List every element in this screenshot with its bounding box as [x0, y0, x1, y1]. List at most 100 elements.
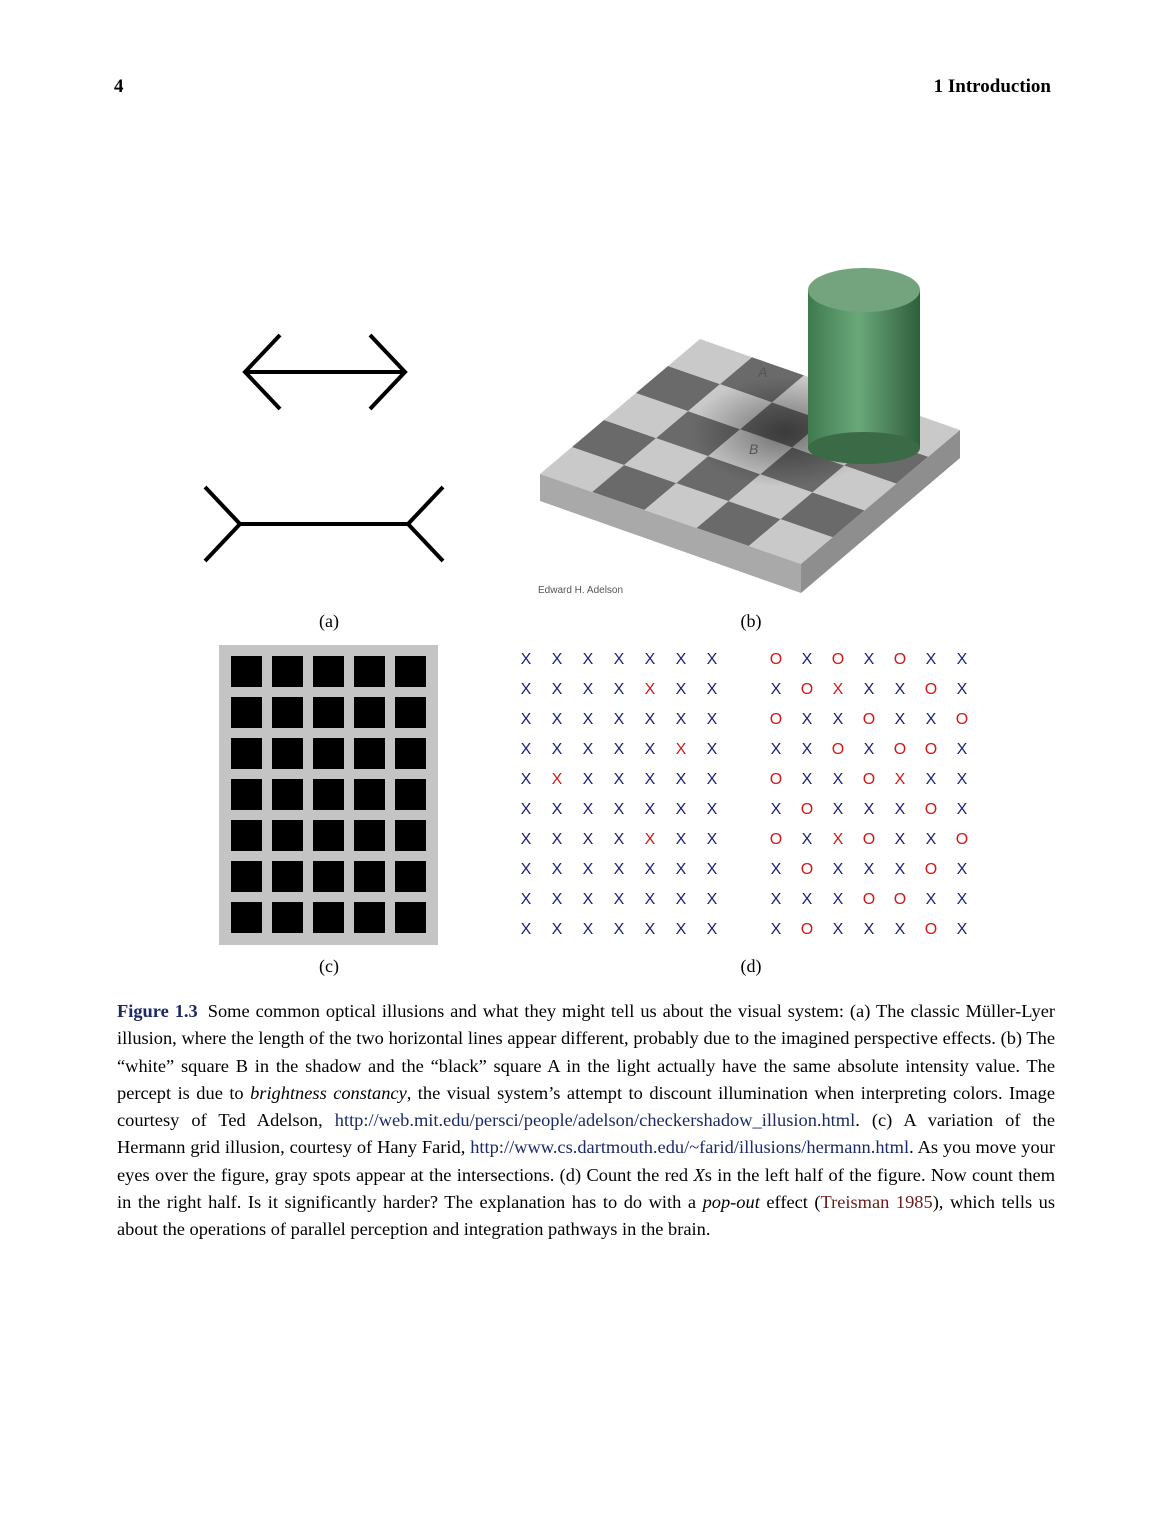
letter-cell: O — [769, 831, 783, 848]
letter-cell: X — [520, 651, 532, 668]
caption-emphasis: pop-out — [702, 1192, 760, 1213]
letter-cell: X — [956, 771, 968, 788]
page-number: 4 — [114, 76, 124, 97]
checker-square — [696, 501, 781, 546]
panel-label-c: (c) — [319, 956, 339, 976]
checker-shadow-image: A B Edward H. Adelson — [538, 268, 960, 596]
letter-cell: X — [863, 861, 875, 878]
caption-text: . As you move your eyes over the figure,… — [117, 1137, 1055, 1185]
letter-cell: X — [613, 861, 625, 878]
letter-cell: X — [956, 801, 968, 818]
letter-cell: X — [832, 771, 844, 788]
adelson-link[interactable]: http://web.mit.edu/persci/people/adelson… — [334, 1110, 856, 1131]
letter-cell: X — [863, 921, 875, 938]
letter-cell: X — [520, 831, 532, 848]
hermann-square — [313, 697, 344, 728]
letter-cell: X — [956, 651, 968, 668]
letter-cell: X — [706, 891, 718, 908]
letter-cell: X — [956, 681, 968, 698]
letter-cell: X — [644, 921, 656, 938]
checker-square — [748, 519, 833, 564]
letter-cell: X — [894, 771, 906, 788]
checker-square — [668, 339, 752, 385]
top-left-arrowhead — [242, 333, 282, 411]
letter-cell: O — [800, 681, 814, 698]
letter-cell: X — [582, 861, 594, 878]
hermann-square — [272, 738, 303, 769]
letter-cell: X — [582, 831, 594, 848]
checker-square — [624, 438, 709, 484]
letter-cell: X — [706, 711, 718, 728]
bottom-left-fins — [203, 485, 243, 563]
letter-cell: O — [893, 891, 907, 908]
letter-cell: X — [925, 891, 937, 908]
letter-cell: X — [832, 711, 844, 728]
letter-cell: X — [675, 681, 687, 698]
letter-cell: O — [769, 771, 783, 788]
letter-cell: X — [613, 891, 625, 908]
top-right-arrowhead — [368, 333, 408, 411]
hermann-square — [395, 697, 426, 728]
letter-cell: X — [706, 681, 718, 698]
letter-cell: X — [925, 651, 937, 668]
hermann-square — [313, 820, 344, 851]
treisman-citation[interactable]: Treisman 1985 — [820, 1192, 933, 1213]
running-head: 1 Introduction — [933, 76, 1051, 97]
letter-cell: O — [769, 711, 783, 728]
letter-cell: X — [551, 651, 563, 668]
letter-cell: X — [644, 681, 656, 698]
hermann-square — [231, 656, 262, 687]
letter-cell: X — [706, 801, 718, 818]
letter-cell: O — [769, 651, 783, 668]
bottom-right-fins — [405, 485, 445, 563]
letter-cell: X — [582, 891, 594, 908]
letter-cell: X — [863, 681, 875, 698]
letter-cell: O — [862, 771, 876, 788]
letter-cell: X — [801, 741, 813, 758]
panel-label-d: (d) — [740, 956, 762, 976]
letter-cell: X — [706, 741, 718, 758]
letter-cell: X — [520, 681, 532, 698]
letter-cell: X — [582, 771, 594, 788]
letter-cell: O — [924, 861, 938, 878]
letter-cell: X — [613, 801, 625, 818]
caption-text: s in the left half of the figure. Now co… — [117, 1164, 1056, 1213]
letter-cell: X — [863, 801, 875, 818]
letter-cell: X — [675, 771, 687, 788]
letter-cell: X — [582, 741, 594, 758]
hermann-square — [313, 861, 344, 892]
board-front-left — [540, 474, 801, 593]
letter-cell: X — [551, 831, 563, 848]
letter-cell: X — [675, 921, 687, 938]
hermann-square — [231, 697, 262, 728]
hermann-square — [395, 861, 426, 892]
hermann-square — [272, 656, 303, 687]
image-credit: Edward H. Adelson — [538, 585, 623, 596]
letter-cell: X — [644, 861, 656, 878]
letter-cell: X — [582, 681, 594, 698]
letter-cell: O — [800, 861, 814, 878]
panel-label-b: (b) — [740, 611, 762, 631]
letter-cell: X — [644, 831, 656, 848]
caption-text: Some common optical illusions and what t… — [117, 1001, 1055, 1103]
figure-label: Figure 1.3 — [117, 1001, 198, 1021]
letter-cell: X — [770, 801, 782, 818]
letter-cell: X — [551, 771, 563, 788]
letter-cell: X — [956, 861, 968, 878]
letter-cell: O — [955, 831, 969, 848]
letter-cell: X — [644, 711, 656, 728]
hermann-square — [313, 902, 344, 933]
letter-cell: X — [582, 801, 594, 818]
square-a-label: A — [757, 364, 767, 380]
letter-cell: X — [613, 681, 625, 698]
letter-cell: X — [675, 861, 687, 878]
letter-cell: X — [770, 741, 782, 758]
letter-cell: X — [894, 861, 906, 878]
letter-cell: O — [924, 681, 938, 698]
cylinder-top — [808, 268, 920, 312]
letter-cell: X — [551, 711, 563, 728]
letter-cell: X — [644, 771, 656, 788]
farid-link[interactable]: http://www.cs.dartmouth.edu/~farid/illus… — [470, 1137, 910, 1158]
